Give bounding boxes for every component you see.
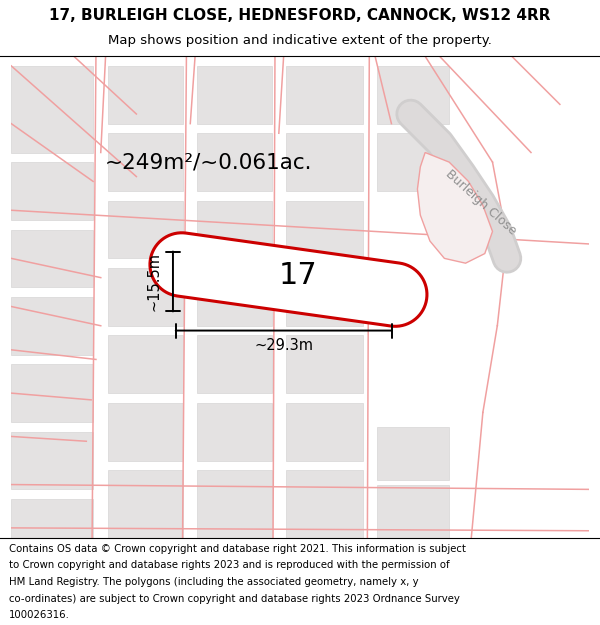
Bar bbox=[107, 201, 182, 258]
Bar bbox=[107, 66, 182, 124]
Bar bbox=[11, 162, 93, 220]
Text: Contains OS data © Crown copyright and database right 2021. This information is : Contains OS data © Crown copyright and d… bbox=[9, 544, 466, 554]
Bar bbox=[197, 66, 272, 124]
Bar bbox=[197, 402, 272, 461]
Text: ~249m²/~0.061ac.: ~249m²/~0.061ac. bbox=[105, 152, 313, 172]
Bar bbox=[286, 402, 362, 461]
Bar bbox=[11, 229, 93, 288]
Text: 17, BURLEIGH CLOSE, HEDNESFORD, CANNOCK, WS12 4RR: 17, BURLEIGH CLOSE, HEDNESFORD, CANNOCK,… bbox=[49, 8, 551, 23]
Bar bbox=[197, 470, 272, 538]
Bar bbox=[107, 470, 182, 538]
Bar bbox=[11, 499, 93, 538]
Text: 17: 17 bbox=[278, 261, 317, 290]
Text: Burleigh Close: Burleigh Close bbox=[443, 168, 519, 238]
Bar bbox=[107, 133, 182, 191]
Bar bbox=[286, 201, 362, 258]
Text: to Crown copyright and database rights 2023 and is reproduced with the permissio: to Crown copyright and database rights 2… bbox=[9, 560, 449, 570]
Bar bbox=[286, 336, 362, 393]
Bar bbox=[286, 470, 362, 538]
Text: ~29.3m: ~29.3m bbox=[254, 339, 313, 354]
Bar bbox=[197, 336, 272, 393]
Bar bbox=[197, 268, 272, 326]
Bar bbox=[11, 66, 93, 152]
Text: Map shows position and indicative extent of the property.: Map shows position and indicative extent… bbox=[108, 34, 492, 47]
Bar bbox=[107, 336, 182, 393]
Bar bbox=[377, 427, 449, 480]
Bar bbox=[107, 268, 182, 326]
Polygon shape bbox=[150, 233, 427, 326]
Text: HM Land Registry. The polygons (including the associated geometry, namely x, y: HM Land Registry. The polygons (includin… bbox=[9, 577, 419, 587]
Bar bbox=[377, 66, 449, 124]
Polygon shape bbox=[418, 152, 493, 263]
Bar bbox=[197, 201, 272, 258]
Bar bbox=[11, 364, 93, 422]
Bar bbox=[286, 268, 362, 326]
Text: co-ordinates) are subject to Crown copyright and database rights 2023 Ordnance S: co-ordinates) are subject to Crown copyr… bbox=[9, 594, 460, 604]
Bar bbox=[286, 133, 362, 191]
Bar bbox=[286, 66, 362, 124]
Bar bbox=[11, 432, 93, 489]
Bar bbox=[107, 402, 182, 461]
Bar bbox=[11, 297, 93, 354]
Bar bbox=[377, 133, 449, 191]
Bar bbox=[377, 484, 449, 538]
Text: ~15.5m: ~15.5m bbox=[146, 252, 161, 311]
Text: 100026316.: 100026316. bbox=[9, 610, 70, 620]
Bar bbox=[197, 133, 272, 191]
